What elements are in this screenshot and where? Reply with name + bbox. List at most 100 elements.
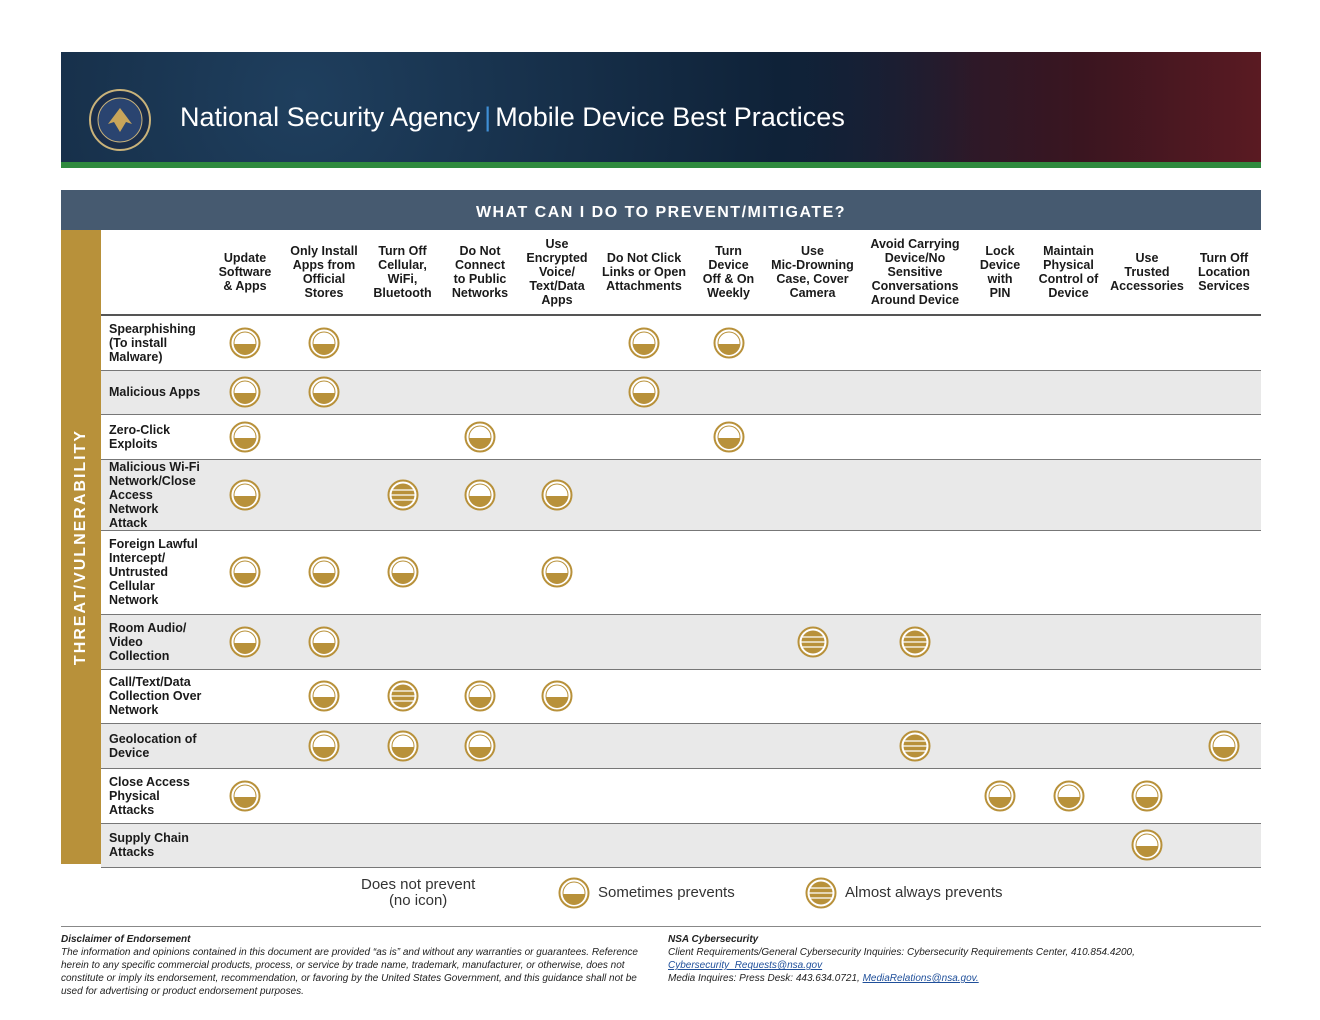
title-separator: |: [484, 102, 492, 132]
sometimes-icon: [541, 556, 573, 588]
sometimes-icon: [308, 626, 340, 657]
matrix-cell: [596, 823, 692, 868]
matrix-cell: [442, 530, 518, 615]
matrix-cell: [692, 768, 765, 824]
matrix-cell: [765, 669, 860, 724]
column-header: Only Install Apps from Official Stores: [285, 230, 363, 316]
no-icon: [1068, 745, 1069, 746]
sometimes-icon: [464, 421, 496, 452]
icon-half: [546, 697, 568, 708]
matrix-cell: [970, 768, 1030, 824]
no-icon: [728, 392, 729, 393]
corner-cell: [101, 230, 205, 316]
sometimes-icon: [628, 327, 660, 359]
matrix-cell: [970, 370, 1030, 415]
matrix-cell: [765, 823, 860, 868]
almost-always-icon: [387, 479, 418, 510]
no-icon: [1224, 494, 1225, 495]
matrix-cell: [1030, 768, 1107, 824]
no-icon: [557, 795, 558, 796]
matrix-cell: [1187, 414, 1261, 460]
column-header: Do Not Click Links or Open Attachments: [596, 230, 692, 316]
no-icon: [915, 392, 916, 393]
threat-row: Foreign Lawful Intercept/ Untrusted Cell…: [101, 530, 1261, 615]
icon-half: [717, 437, 740, 449]
sometimes-icon: [464, 730, 496, 761]
icon-half: [633, 393, 655, 404]
row-label: Room Audio/ Video Collection: [101, 614, 205, 670]
row-label: Spearphishing (To install Malware): [101, 315, 205, 371]
matrix-cell: [363, 459, 442, 531]
no-icon: [1147, 696, 1148, 697]
title-left: National Security Agency: [180, 102, 481, 132]
no-icon: [352, 893, 353, 894]
no-icon: [644, 795, 645, 796]
no-icon: [1224, 845, 1225, 846]
no-icon: [915, 572, 916, 573]
matrix-cell: [970, 823, 1030, 868]
matrix-cell: [1107, 370, 1187, 415]
sometimes-icon: [229, 376, 261, 408]
matrix-cell: [860, 768, 970, 824]
no-icon: [1224, 572, 1225, 573]
sometimes-icon: [229, 479, 261, 510]
sometimes-icon: [229, 556, 261, 588]
matrix-cell: [860, 459, 970, 531]
email-link[interactable]: MediaRelations@nsa.gov.: [862, 973, 979, 984]
matrix-cell: [1107, 315, 1187, 371]
matrix-cell: [285, 723, 363, 769]
no-icon: [557, 641, 558, 642]
matrix-cell: [285, 414, 363, 460]
matrix-cell: [1107, 669, 1187, 724]
column-header: Turn Off Location Services: [1187, 230, 1261, 316]
matrix-cell: [363, 768, 442, 824]
no-icon: [480, 342, 481, 343]
icon-half: [469, 746, 491, 758]
no-icon: [1000, 572, 1001, 573]
sometimes-icon: [713, 327, 744, 359]
no-icon: [1224, 795, 1225, 796]
no-icon: [245, 696, 246, 697]
no-icon: [812, 696, 813, 697]
matrix-cell: [442, 723, 518, 769]
sometimes-icon: [229, 327, 261, 359]
icon-half: [1213, 746, 1235, 758]
icon-half: [546, 573, 568, 584]
matrix-cell: [692, 414, 765, 460]
almost-always-icon: [805, 877, 837, 909]
icon-half: [546, 495, 568, 507]
sometimes-icon: [464, 479, 496, 510]
column-header: Use Trusted Accessories: [1107, 230, 1187, 316]
no-icon: [728, 795, 729, 796]
matrix-cell: [1030, 823, 1107, 868]
row-label: Geolocation of Device: [101, 723, 205, 769]
no-icon: [812, 795, 813, 796]
no-icon: [324, 436, 325, 437]
matrix-cell: [518, 614, 596, 670]
matrix-cell: [970, 723, 1030, 769]
no-icon: [728, 696, 729, 697]
threat-row: Call/Text/Data Collection Over Network: [101, 669, 1261, 724]
matrix-cell: [970, 614, 1030, 670]
legend-item: Does not prevent (no icon): [352, 877, 475, 909]
icon-half: [313, 573, 335, 584]
matrix-cell: [692, 614, 765, 670]
email-link[interactable]: Cybersecurity_Requests@nsa.gov: [668, 960, 823, 971]
no-icon: [402, 342, 403, 343]
icon-half: [469, 697, 491, 708]
matrix-cell: [1187, 370, 1261, 415]
no-icon: [812, 572, 813, 573]
no-icon: [915, 696, 916, 697]
matrix-cell: [765, 315, 860, 371]
icon-half: [633, 343, 655, 355]
matrix-cell: [205, 614, 285, 670]
icon-half: [1136, 846, 1158, 857]
matrix-cell: [596, 530, 692, 615]
matrix-cell: [970, 459, 1030, 531]
disclaimer: Disclaimer of Endorsement The information…: [61, 933, 651, 998]
icon-half: [313, 343, 335, 355]
matrix-cell: [1107, 530, 1187, 615]
matrix-cell: [1030, 530, 1107, 615]
no-icon: [557, 342, 558, 343]
matrix-cell: [518, 669, 596, 724]
